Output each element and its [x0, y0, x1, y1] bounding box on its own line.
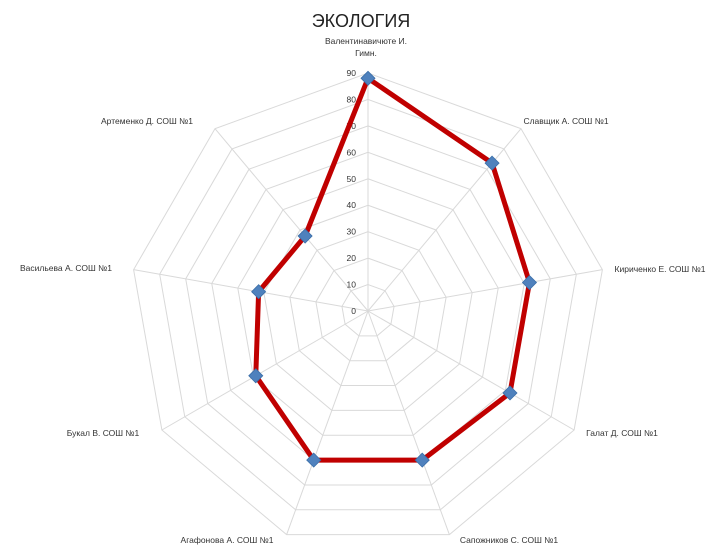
data-point-3 [502, 385, 518, 401]
tick-label-50: 50 [347, 174, 357, 184]
series-layer [248, 70, 538, 468]
tick-label-20: 20 [347, 253, 357, 263]
spoke-8 [214, 128, 369, 312]
data-point-7 [251, 284, 267, 300]
data-point-5 [306, 452, 322, 468]
category-label-0: Валентинавичюте И. Гимн. [325, 36, 407, 58]
tick-label-30: 30 [347, 227, 357, 237]
category-label-6: Букал В. СОШ №1 [67, 428, 140, 438]
data-point-6 [248, 368, 264, 384]
spoke-5 [286, 310, 369, 535]
grid-ring-80 [159, 98, 577, 511]
grid-ring-50 [237, 178, 499, 436]
grid-ring-90 [133, 72, 603, 536]
grid-ring-70 [185, 125, 551, 486]
spoke-7 [133, 269, 369, 312]
spoke-2 [367, 269, 603, 312]
data-point-8 [297, 228, 313, 244]
tick-label-60: 60 [347, 147, 357, 157]
category-label-5: Агафонова А. СОШ №1 [181, 535, 274, 545]
category-label-4: Сапожников С. СОШ №1 [460, 535, 558, 545]
data-point-4 [414, 452, 430, 468]
tick-label-10: 10 [347, 280, 357, 290]
spoke-4 [367, 310, 450, 535]
category-label-2: Кириченко Е. СОШ №1 [615, 264, 706, 274]
spoke-1 [367, 128, 522, 312]
category-label-8: Артеменко Д. СОШ №1 [101, 116, 193, 126]
grid-ring-20 [315, 257, 421, 362]
category-label-1: Славщик А. СОШ №1 [523, 116, 608, 126]
chart-title: ЭКОЛОГИЯ [312, 11, 411, 31]
tick-label-90: 90 [347, 68, 357, 78]
spoke-6 [161, 310, 369, 431]
tick-label-0: 0 [351, 306, 356, 316]
category-labels: Валентинавичюте И. Гимн. Славщик А. СОШ №1… [20, 36, 706, 545]
radar-spokes [133, 73, 603, 535]
spoke-3 [367, 310, 575, 431]
data-point-0 [360, 70, 376, 86]
data-point-2 [521, 274, 538, 291]
category-label-7: Васильева А. СОШ №1 [20, 263, 112, 273]
data-point-1 [484, 155, 500, 171]
tick-label-40: 40 [347, 200, 357, 210]
category-label-3: Галат Д. СОШ №1 [586, 428, 658, 438]
grid-ring-10 [341, 284, 395, 337]
series-line-0 [253, 75, 532, 463]
grid-ring-30 [289, 231, 447, 387]
tick-label-80: 80 [347, 94, 357, 104]
